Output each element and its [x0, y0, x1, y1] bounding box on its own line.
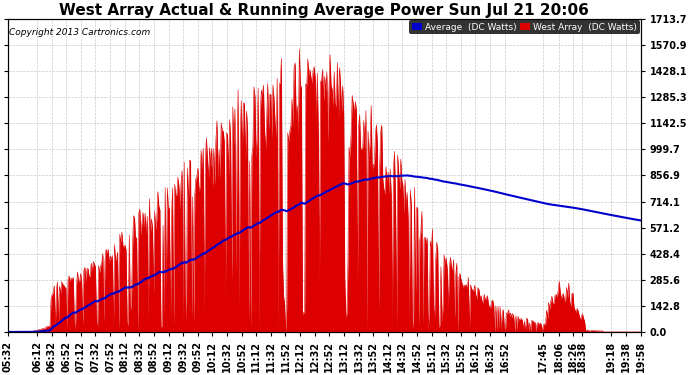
Legend: Average  (DC Watts), West Array  (DC Watts): Average (DC Watts), West Array (DC Watts…	[409, 20, 640, 34]
Text: Copyright 2013 Cartronics.com: Copyright 2013 Cartronics.com	[9, 28, 150, 38]
Title: West Array Actual & Running Average Power Sun Jul 21 20:06: West Array Actual & Running Average Powe…	[59, 3, 589, 18]
